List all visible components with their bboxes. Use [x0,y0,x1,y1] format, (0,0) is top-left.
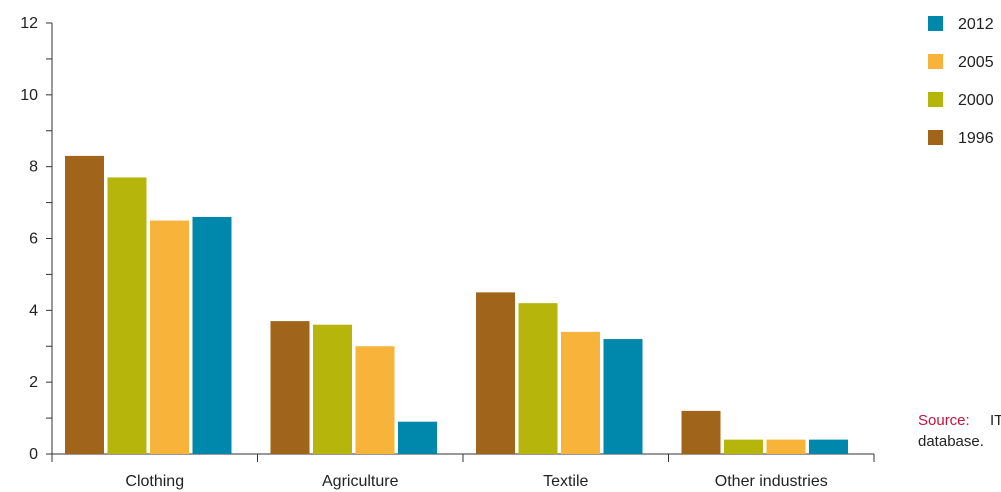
bar-2012 [398,421,437,454]
legend-label: 2012 [958,16,994,33]
legend-swatch-2012 [928,16,943,31]
legend-label: 2000 [958,92,994,109]
y-tick-label: 2 [29,374,38,391]
category-label: Clothing [125,473,184,490]
source-label: Source: [918,412,970,429]
bar-2012 [809,439,848,454]
y-tick-label: 6 [29,231,38,248]
category-label: Agriculture [322,473,399,490]
y-ticks: 0 2 4 6 8 10 12 [20,15,52,463]
category-label: Other industries [715,473,828,490]
bar-2005 [766,439,806,454]
bar-1996 [681,410,721,454]
y-tick-label: 8 [29,159,38,176]
y-tick-label: 4 [29,302,38,319]
legend: 2012 2005 2000 1996 [928,16,994,147]
bar-2012 [603,339,643,454]
source-note: Source: IT database. [918,412,1001,450]
bar-2005 [150,220,189,454]
bar-2005 [561,331,600,454]
x-ticks [51,454,875,462]
legend-swatch-2000 [928,92,943,107]
bar-2012 [192,216,232,454]
y-tick-label: 0 [29,446,38,463]
legend-label: 1996 [958,130,994,147]
category-label: Textile [543,473,588,490]
bar-2005 [355,346,395,454]
source-text-line1: IT [990,412,1001,429]
bar-1996 [270,321,310,454]
bar-2000 [724,439,763,454]
legend-label: 2005 [958,54,994,71]
bars [65,155,848,455]
bar-2000 [518,303,558,454]
legend-swatch-2005 [928,54,943,69]
bar-1996 [476,292,515,454]
bar-2000 [107,177,147,455]
bar-1996 [65,155,104,454]
legend-swatch-1996 [928,130,943,145]
y-tick-label: 10 [20,87,38,104]
bar-2000 [313,324,352,454]
category-labels: Clothing Agriculture Textile Other industri… [125,473,827,490]
source-text-line2: database. [918,433,984,450]
y-tick-label: 12 [20,15,38,32]
